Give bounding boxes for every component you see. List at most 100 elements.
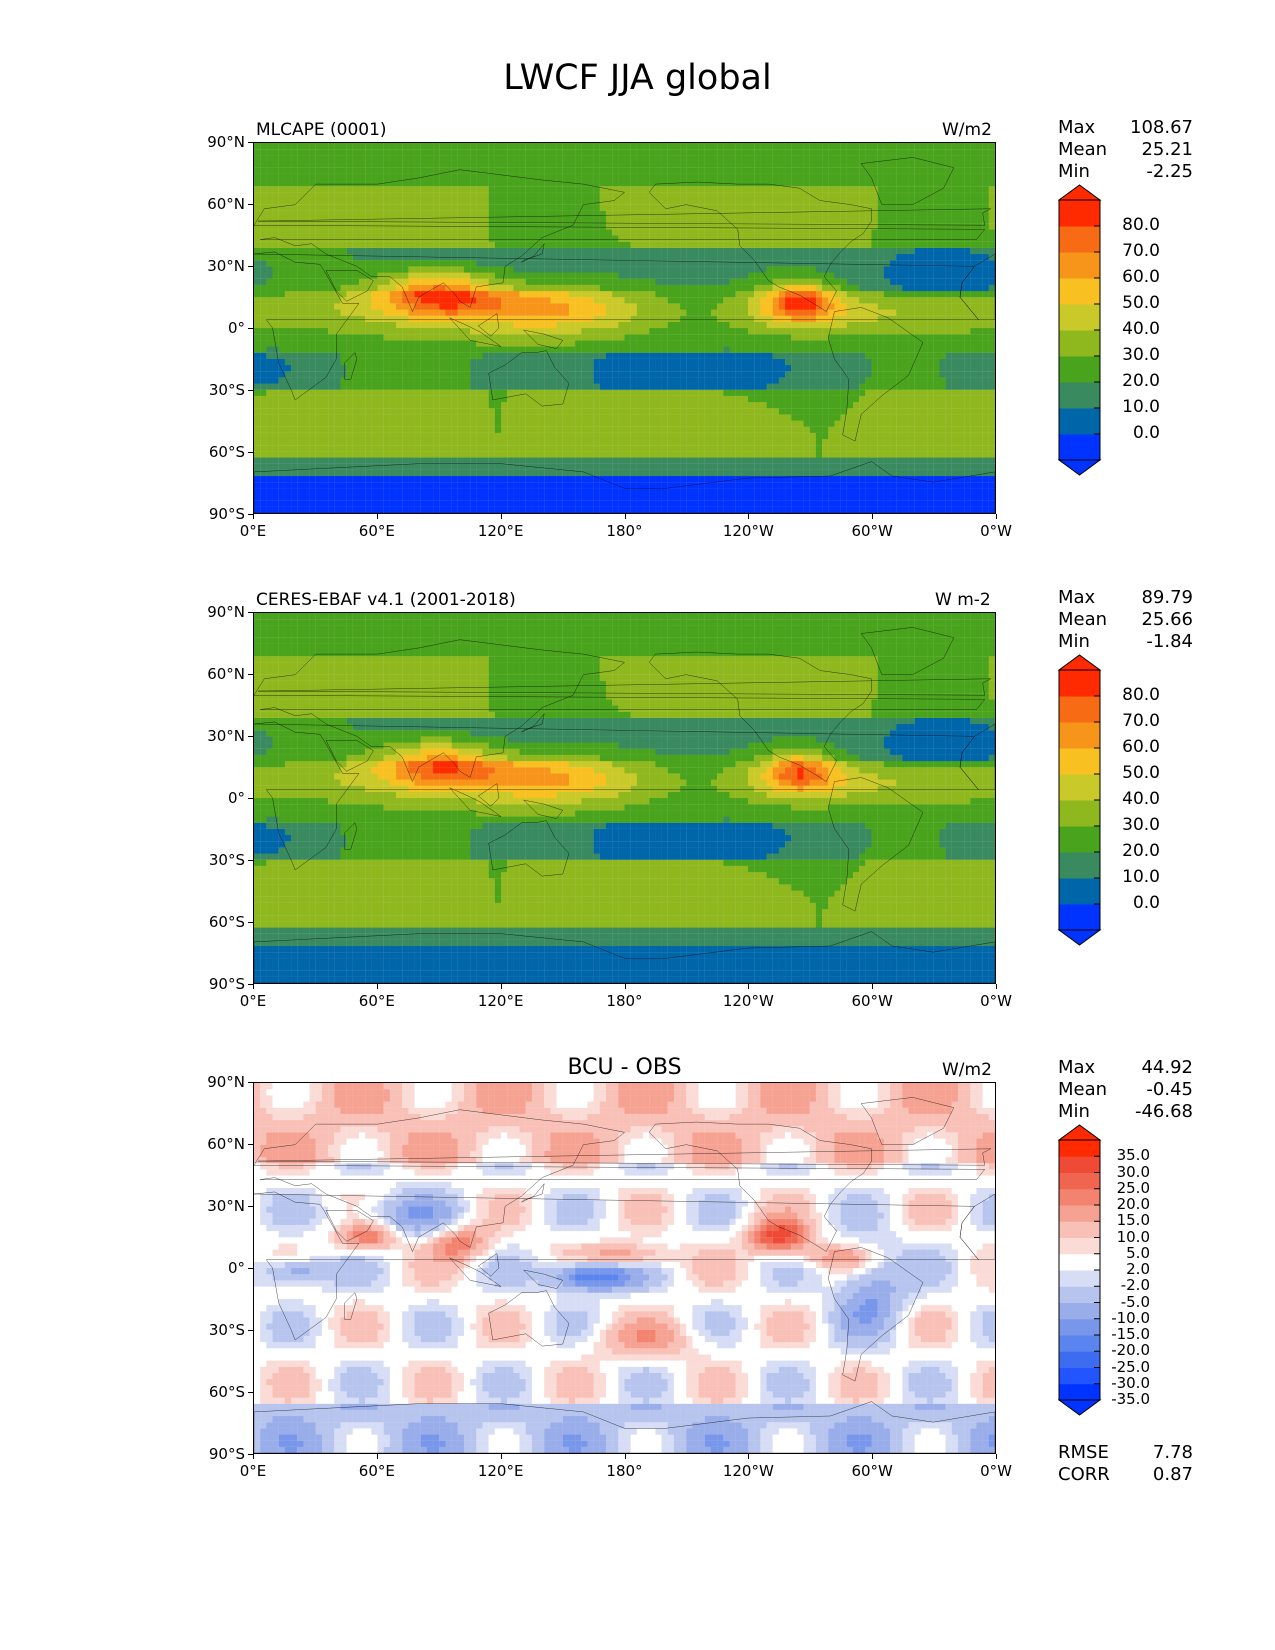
field-cell xyxy=(284,309,292,316)
field-cell xyxy=(562,198,570,205)
field-cell xyxy=(494,247,502,255)
field-cell xyxy=(741,432,749,440)
field-cell xyxy=(426,395,434,403)
field-cell xyxy=(451,254,458,261)
field-cell xyxy=(568,210,576,218)
field-cell xyxy=(704,395,712,403)
field-cell xyxy=(519,149,526,156)
field-cell xyxy=(396,198,403,205)
field-cell xyxy=(667,210,675,218)
field-cell xyxy=(661,186,668,193)
field-cell xyxy=(587,500,594,507)
field-cell xyxy=(624,328,631,335)
field-cell xyxy=(704,167,712,174)
field-cell xyxy=(476,192,483,199)
field-cell xyxy=(396,217,403,224)
field-cell xyxy=(729,173,736,181)
field-cell xyxy=(266,500,273,507)
field-cell xyxy=(315,149,323,156)
field-cell xyxy=(260,254,267,261)
field-cell xyxy=(581,272,588,279)
field-cell xyxy=(396,223,403,230)
field-cell xyxy=(556,395,563,403)
field-cell xyxy=(562,414,570,421)
field-cell xyxy=(426,284,434,292)
field-cell xyxy=(451,155,458,162)
field-cell xyxy=(297,426,304,433)
field-cell xyxy=(272,192,279,199)
field-cell xyxy=(649,389,656,396)
field-cell xyxy=(328,402,335,409)
field-cell xyxy=(605,500,613,507)
field-cell xyxy=(414,488,421,495)
field-cell xyxy=(525,445,532,452)
field-cell xyxy=(729,149,736,156)
field-cell xyxy=(704,315,712,322)
field-cell xyxy=(297,365,304,372)
field-cell xyxy=(513,328,520,335)
field-cell xyxy=(358,334,366,341)
field-cell xyxy=(365,149,372,156)
field-cell xyxy=(309,500,316,507)
field-cell xyxy=(321,180,329,187)
field-cell xyxy=(748,389,755,396)
field-cell xyxy=(729,346,736,353)
field-cell xyxy=(321,482,329,489)
field-cell xyxy=(581,284,588,292)
field-cell xyxy=(315,328,323,335)
field-cell xyxy=(389,266,397,273)
field-cell xyxy=(587,371,594,378)
field-cell xyxy=(457,241,465,248)
field-cell xyxy=(383,408,390,415)
field-cell xyxy=(457,254,465,261)
field-cell xyxy=(754,500,761,507)
field-cell xyxy=(692,408,699,415)
field-cell xyxy=(575,272,582,279)
field-cell xyxy=(433,309,440,316)
field-cell xyxy=(439,469,446,477)
field-cell xyxy=(254,445,261,452)
field-cell xyxy=(519,365,526,372)
field-cell xyxy=(272,476,279,483)
field-cell xyxy=(297,494,304,501)
field-cell xyxy=(519,408,526,415)
field-cell xyxy=(612,235,619,242)
field-cell xyxy=(760,488,767,495)
field-cell xyxy=(624,284,631,292)
field-cell xyxy=(661,198,668,205)
field-cell xyxy=(371,321,378,329)
field-cell xyxy=(710,469,718,477)
field-cell xyxy=(371,241,378,248)
field-cell xyxy=(433,451,440,458)
field-cell xyxy=(420,303,428,310)
field-cell xyxy=(303,414,310,421)
field-cell xyxy=(433,272,440,279)
field-cell xyxy=(760,198,767,205)
field-cell xyxy=(346,309,353,316)
field-cell xyxy=(482,217,489,224)
field-cell xyxy=(371,217,378,224)
field-cell xyxy=(371,167,378,174)
field-cell xyxy=(346,143,353,150)
field-cell xyxy=(661,506,668,513)
field-cell xyxy=(340,488,347,495)
field-cell xyxy=(315,463,323,470)
field-cell xyxy=(420,371,428,378)
field-cell xyxy=(476,469,483,477)
field-cell xyxy=(649,309,656,316)
field-cell xyxy=(352,414,360,421)
field-cell xyxy=(451,309,458,316)
field-cell xyxy=(531,482,539,489)
field-cell xyxy=(470,457,477,464)
field-cell xyxy=(525,254,532,261)
field-cell xyxy=(754,463,761,470)
field-cell xyxy=(260,223,267,230)
field-cell xyxy=(760,340,767,347)
field-cell xyxy=(321,420,329,427)
field-cell xyxy=(618,278,625,285)
field-cell xyxy=(266,272,273,279)
field-cell xyxy=(513,414,520,421)
field-cell xyxy=(321,303,329,310)
field-cell xyxy=(599,500,607,507)
field-cell xyxy=(587,365,594,372)
